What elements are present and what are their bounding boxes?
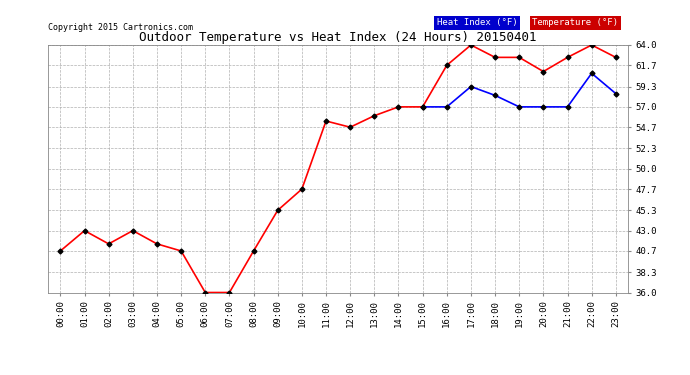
Text: Temperature (°F): Temperature (°F) <box>532 18 618 27</box>
Text: Copyright 2015 Cartronics.com: Copyright 2015 Cartronics.com <box>48 23 193 32</box>
Text: Heat Index (°F): Heat Index (°F) <box>437 18 518 27</box>
Title: Outdoor Temperature vs Heat Index (24 Hours) 20150401: Outdoor Temperature vs Heat Index (24 Ho… <box>139 31 537 44</box>
